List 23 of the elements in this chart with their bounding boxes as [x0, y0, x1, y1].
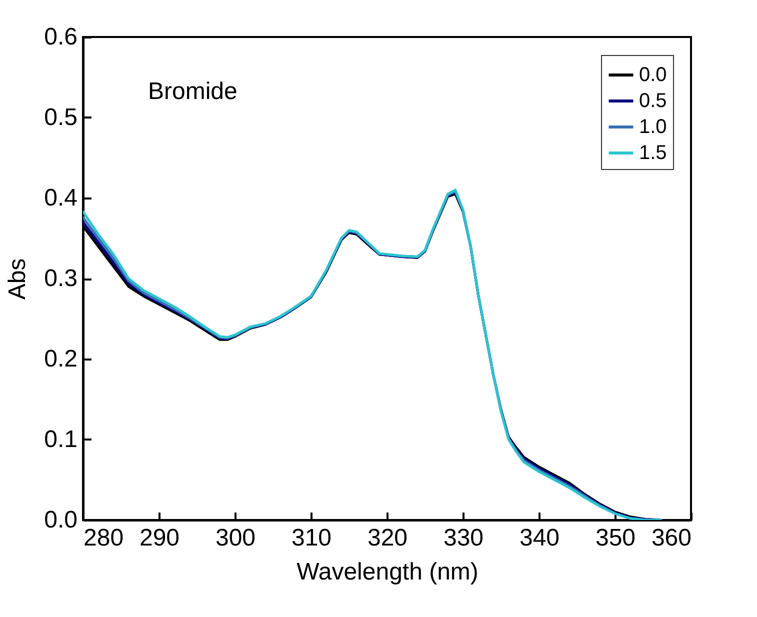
- x-tick-label: 350: [595, 524, 636, 552]
- x-tick-label: 320: [367, 524, 408, 552]
- x-tick-label: 300: [215, 524, 256, 552]
- x-tick-label: 290: [139, 524, 180, 552]
- x-tick-label: 360: [651, 524, 692, 552]
- y-tick-label: 0.1: [44, 426, 78, 453]
- legend-label: 1.5: [639, 142, 667, 164]
- y-tick-label: 0.2: [44, 346, 78, 372]
- legend-label: 0.5: [639, 90, 667, 112]
- legend-label: 1.0: [639, 116, 667, 138]
- y-tick-label: 0.0: [44, 506, 78, 534]
- annotation: Bromide: [148, 78, 238, 105]
- x-tick-label: 330: [443, 524, 484, 552]
- legend-label: 0.0: [639, 64, 667, 86]
- x-axis-title: Wavelength (nm): [296, 558, 478, 586]
- y-tick-label: 0.3: [44, 265, 78, 292]
- x-tick-label: 340: [519, 524, 560, 552]
- x-tick-label: 310: [291, 524, 332, 552]
- y-axis-title: Abs: [4, 258, 32, 300]
- y-tick-label: 0.6: [44, 24, 78, 50]
- y-tick-label: 0.4: [44, 184, 78, 212]
- y-tick-label: 0.5: [44, 104, 78, 131]
- x-tick-label: 280: [84, 524, 124, 552]
